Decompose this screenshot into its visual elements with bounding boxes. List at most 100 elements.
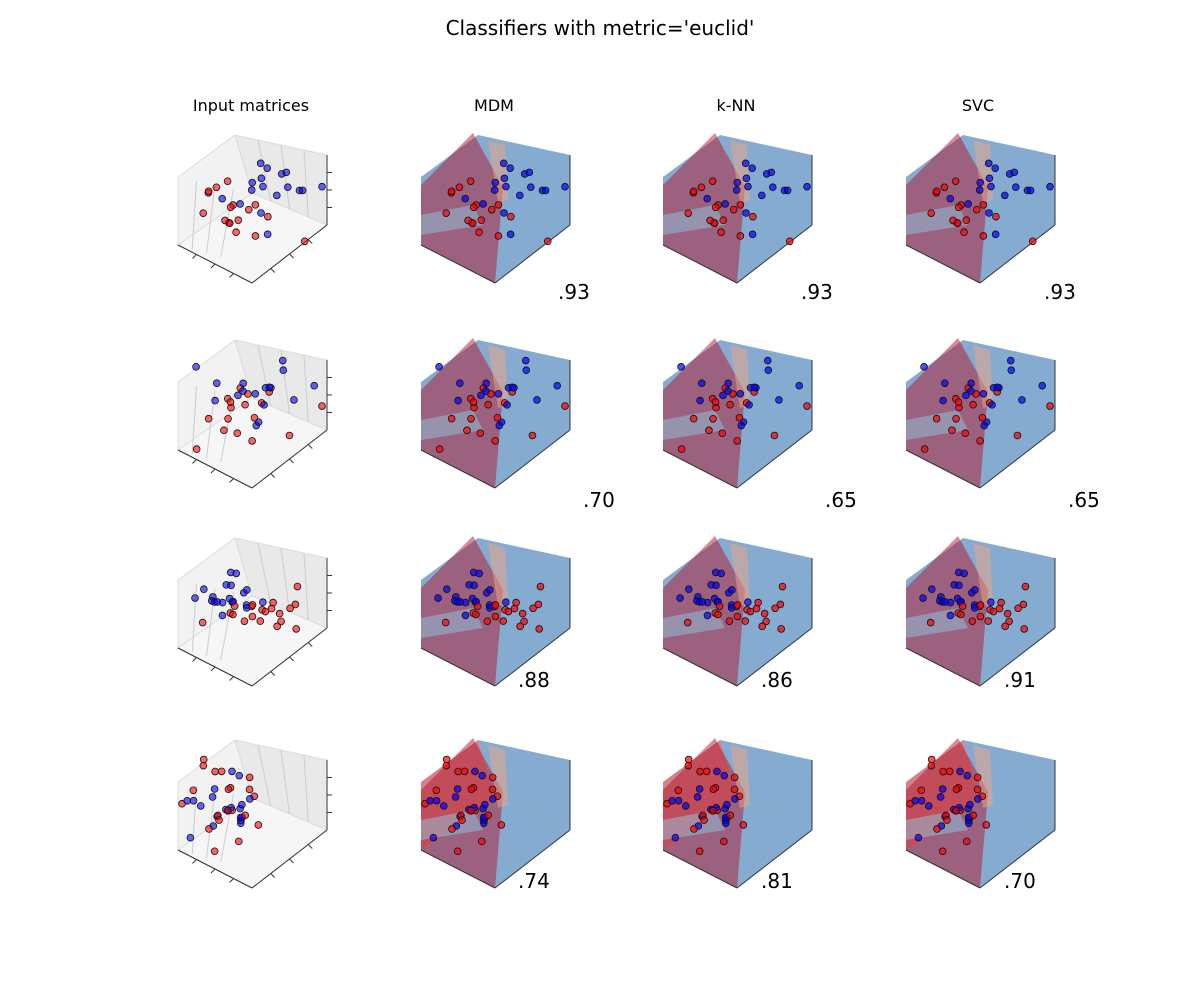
point-class-red (696, 767, 704, 776)
point-class-blue (1010, 168, 1019, 177)
decision-band (663, 205, 725, 235)
point-class-red (778, 582, 787, 591)
point-class-blue (263, 164, 272, 172)
point-class-red (261, 607, 270, 616)
score-knn-row3: .86 (761, 668, 793, 692)
point-class-red (684, 209, 692, 217)
grid-line (303, 149, 309, 218)
point-class-red (932, 187, 941, 196)
point-class-red (758, 622, 766, 631)
point-class-red (476, 429, 485, 438)
point-class-blue (1000, 191, 1009, 200)
point-class-blue (936, 793, 945, 801)
point-class-blue (553, 381, 562, 390)
point-class-blue (964, 200, 972, 208)
point-class-blue (238, 800, 246, 809)
point-class-blue (713, 767, 721, 776)
point-class-blue (432, 796, 441, 805)
point-class-red (992, 212, 1000, 221)
x-tick (229, 676, 234, 681)
decision-band (973, 543, 993, 606)
point-class-red (709, 785, 718, 793)
point-class-blue (298, 186, 307, 195)
score-mdm-row3: .88 (518, 668, 550, 692)
point-class-red (291, 600, 300, 609)
y-tick (307, 444, 313, 449)
point-class-blue (757, 191, 766, 200)
point-class-red (273, 622, 281, 631)
point-class-red (205, 825, 213, 833)
point-class-blue (503, 401, 511, 409)
x-tick (192, 859, 197, 864)
x-tick (210, 468, 216, 474)
y-axis-line (979, 829, 1056, 889)
panel-r1-c1 (177, 134, 332, 284)
point-class-blue (1007, 366, 1016, 374)
point-class-blue (911, 796, 919, 805)
point-class-blue (946, 194, 955, 203)
point-class-blue (966, 800, 974, 809)
point-class-red (292, 625, 301, 633)
point-class-blue (742, 174, 751, 183)
point-class-blue (251, 390, 260, 398)
point-class-blue (668, 796, 676, 805)
grid-line (303, 354, 309, 423)
point-class-red (199, 209, 207, 217)
point-class-red (972, 205, 981, 214)
point-class-red (717, 228, 725, 237)
point-class-blue (940, 379, 949, 387)
point-class-blue (744, 182, 752, 191)
point-class-blue (192, 363, 200, 371)
panel-r2-c1 (177, 339, 332, 489)
point-class-blue (741, 159, 750, 168)
point-class-blue (938, 785, 947, 793)
x-tick (229, 478, 234, 483)
point-class-blue (745, 401, 753, 409)
y-tick (289, 253, 294, 259)
panel-r1-c3 (662, 133, 813, 284)
point-class-red (224, 414, 232, 423)
decision-band (488, 543, 508, 606)
point-class-blue (248, 178, 257, 187)
point-class-blue (451, 793, 460, 801)
y-tick (270, 473, 276, 478)
point-class-red (976, 601, 985, 609)
point-class-blue (928, 585, 936, 594)
point-class-red (997, 598, 1005, 607)
panel-r4-c2 (420, 738, 571, 889)
point-class-blue (985, 209, 993, 217)
point-class-blue (500, 174, 509, 183)
y-tick (307, 642, 313, 647)
point-class-red (215, 816, 223, 824)
point-class-red (499, 617, 508, 625)
point-class-blue (696, 396, 704, 405)
x-tick (192, 657, 197, 662)
point-class-blue (494, 390, 503, 398)
panel-r4-c3 (662, 738, 813, 889)
point-class-blue (210, 785, 219, 793)
grid-line (257, 344, 272, 407)
point-class-blue (993, 383, 1002, 392)
point-class-blue (967, 387, 975, 395)
point-class-red (709, 806, 717, 815)
point-class-red (700, 816, 708, 824)
point-class-red (968, 617, 977, 625)
point-class-blue (963, 771, 972, 780)
point-class-red (749, 212, 757, 221)
point-class-red (719, 216, 728, 225)
point-class-blue (429, 833, 438, 842)
point-class-blue (477, 391, 485, 400)
point-class-red (1014, 604, 1022, 613)
y-tick (289, 858, 294, 864)
point-class-red (951, 177, 960, 185)
point-class-blue (803, 182, 811, 191)
point-class-blue (1006, 356, 1015, 365)
point-class-red (735, 413, 744, 422)
point-class-red (467, 806, 475, 815)
point-class-red (473, 602, 482, 610)
y-tick (307, 844, 313, 849)
point-class-red (949, 216, 957, 225)
point-class-red (234, 837, 243, 846)
point-class-red (269, 598, 277, 607)
point-class-red (512, 598, 520, 607)
